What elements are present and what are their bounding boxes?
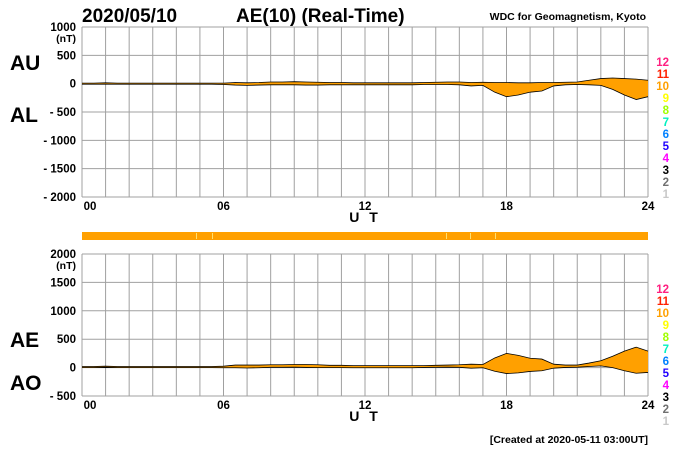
y-tick-label: 0 — [70, 363, 76, 375]
station-legend-4: 4 — [663, 153, 670, 165]
label-ao: AO — [10, 372, 42, 395]
status-mark — [495, 233, 496, 239]
created-timestamp: [Created at 2020-05-11 03:00UT] — [490, 434, 648, 446]
station-legend-5: 5 — [663, 141, 670, 153]
series-line-au — [82, 77, 649, 84]
station-legend-3: 3 — [663, 392, 669, 404]
x-axis-label: U T — [349, 408, 381, 424]
station-status-bar — [82, 232, 648, 240]
status-mark — [470, 233, 471, 239]
y-tick-label: - 500 — [50, 107, 76, 119]
series-line-ao — [82, 365, 649, 374]
panel-au-al: 1000 500 0 - 500 - 1000 - 1500 - 2000 (nT) 00 06 1… — [10, 22, 670, 225]
station-legend-10: 10 — [656, 81, 669, 93]
station-legend-4: 4 — [663, 380, 670, 392]
station-legend-11: 11 — [657, 69, 670, 81]
x-tick-label: 18 — [500, 201, 513, 213]
x-tick-label: 24 — [642, 201, 655, 213]
label-ae: AE — [10, 329, 39, 352]
station-legend-2: 2 — [663, 404, 669, 416]
station-legend-6: 6 — [663, 356, 669, 368]
y-tick-label: 1000 — [50, 306, 76, 318]
station-legend-8: 8 — [663, 105, 670, 117]
y-tick-label: 500 — [57, 50, 76, 62]
y-tick-label: - 500 — [50, 391, 76, 403]
y-tick-label: 1000 — [50, 22, 76, 34]
status-mark — [446, 233, 447, 239]
y-tick-label: - 1000 — [43, 135, 76, 147]
chart-title: AE(10) (Real-Time) — [236, 6, 405, 27]
date-title: 2020/05/10 — [82, 6, 177, 27]
x-axis-label: U T — [349, 209, 381, 225]
status-mark — [196, 233, 197, 239]
x-tick-label: 00 — [84, 400, 97, 412]
station-legend-1: 1 — [663, 416, 670, 428]
station-legend-9: 9 — [663, 93, 669, 105]
station-legend-5: 5 — [663, 368, 670, 380]
status-mark — [212, 233, 213, 239]
x-tick-label: 00 — [84, 201, 97, 213]
x-tick-label: 24 — [642, 400, 655, 412]
y-unit-label: (nT) — [56, 260, 76, 272]
station-legend-12: 12 — [656, 57, 669, 69]
station-legend-7: 7 — [663, 344, 669, 356]
x-tick-label: 18 — [500, 400, 513, 412]
x-tick-label: 12 — [359, 201, 372, 213]
station-legend-1: 1 — [663, 189, 670, 201]
y-tick-label: - 1500 — [43, 164, 76, 176]
y-tick-label: 2000 — [50, 249, 76, 261]
y-tick-label: 1500 — [50, 277, 76, 289]
label-al: AL — [10, 104, 38, 127]
station-legend-12: 12 — [656, 284, 669, 296]
x-tick-label: 06 — [217, 201, 230, 213]
station-legend-3: 3 — [663, 165, 669, 177]
label-au: AU — [10, 52, 40, 75]
series-line-ae — [82, 346, 649, 367]
series-line-al — [82, 83, 649, 100]
y-tick-label: - 2000 — [43, 192, 76, 204]
y-unit-label: (nT) — [56, 33, 76, 45]
x-tick-label: 06 — [217, 400, 230, 412]
y-tick-label: 500 — [57, 334, 76, 346]
station-legend-11: 11 — [657, 296, 670, 308]
station-legend-9: 9 — [663, 320, 669, 332]
source-label: WDC for Geomagnetism, Kyoto — [490, 11, 646, 23]
y-tick-label: 0 — [70, 79, 76, 91]
station-legend-2: 2 — [663, 177, 669, 189]
station-legend-6: 6 — [663, 129, 669, 141]
station-legend-10: 10 — [656, 308, 669, 320]
status-bar-marks — [196, 233, 496, 239]
station-legend-8: 8 — [663, 332, 670, 344]
x-tick-label: 12 — [359, 400, 372, 412]
station-legend-7: 7 — [663, 117, 669, 129]
